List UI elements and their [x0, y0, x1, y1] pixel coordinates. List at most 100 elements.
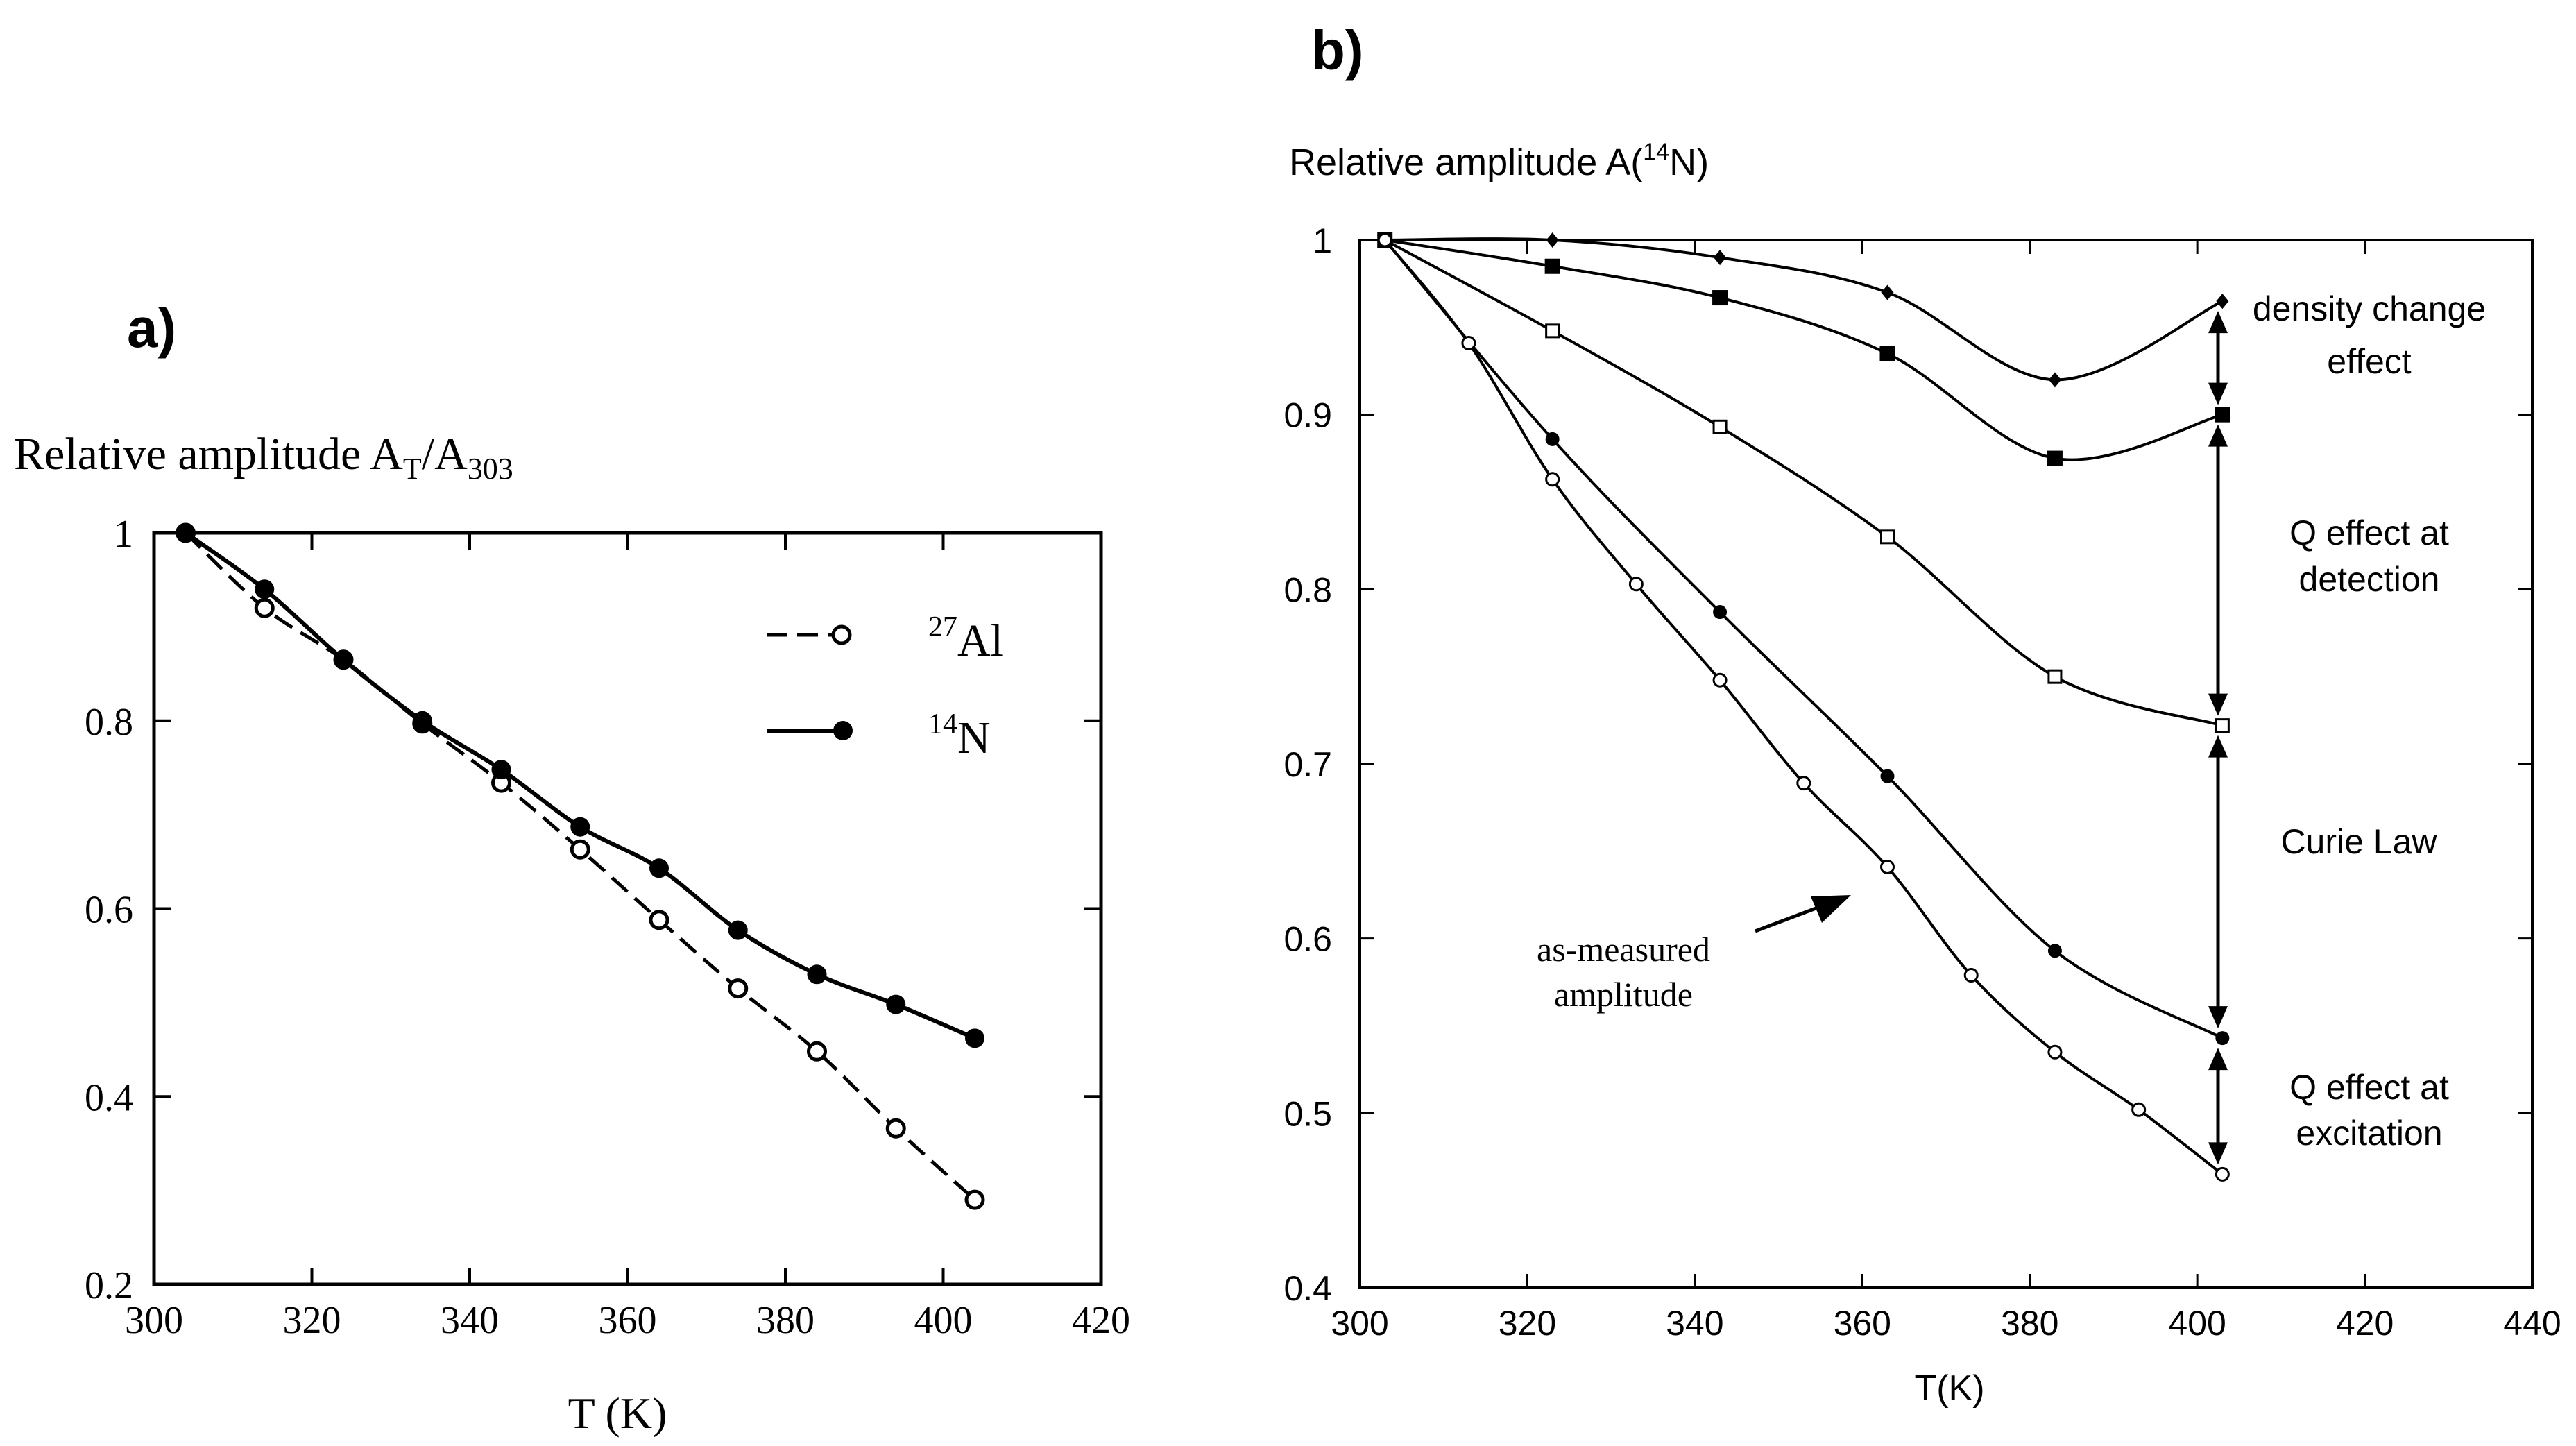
panel-a-point-14N	[728, 920, 748, 940]
annotation-density-change-line2: effect	[2327, 342, 2411, 381]
panel-b-point-filled-square	[1879, 346, 1895, 362]
effect-arrowhead-up	[2208, 735, 2228, 758]
panel-b-point-open-square	[2047, 669, 2063, 684]
panel-b-point-filled-square	[2215, 407, 2230, 423]
panel-b-xtick-label: 320	[1499, 1304, 1556, 1343]
panel-b-xtick-label: 420	[2336, 1304, 2394, 1343]
panel-a-ytick-label: 0.8	[85, 701, 133, 744]
panel-b-xtick-label: 440	[2503, 1304, 2561, 1343]
panel-b-curve	[1383, 239, 2224, 1039]
panel-a-point-14N	[570, 817, 590, 837]
panel-a-point-27Al	[807, 1041, 827, 1062]
panel-b-point-diamond	[1714, 250, 1727, 266]
panel-a-ytick-label: 0.6	[85, 889, 133, 932]
panel-a-point-14N	[255, 579, 275, 599]
panel-a-axes: 300 320 340 360 380 400 420 0.2 0.4 0.6 0.8 1	[85, 513, 1130, 1342]
panel-b-point-open-circle	[1545, 472, 1560, 487]
effect-arrowhead-up	[2208, 311, 2228, 334]
panel-a-point-14N	[334, 649, 353, 670]
panel-a-ylabel: Relative amplitude AT/A303	[14, 429, 513, 486]
panel-b-point-filled-square	[2047, 450, 2063, 466]
legend-27al-label: 27Al	[928, 611, 1003, 666]
panel-a-xtick-label: 300	[125, 1299, 183, 1342]
panel-a-xlabel: T (K)	[568, 1388, 667, 1438]
panel-b-ylabel: Relative amplitude A(14N)	[1289, 139, 1709, 183]
panel-a-label: a)	[127, 297, 176, 359]
as-measured-pointer-arrow	[1755, 905, 1818, 933]
panel-a-point-27Al	[728, 978, 749, 999]
annotation-as-measured-line2: amplitude	[1554, 975, 1693, 1014]
panel-a-point-14N	[965, 1028, 984, 1048]
panel-b-point-filled-circle	[1713, 605, 1728, 620]
panel-a-point-14N	[176, 523, 196, 543]
annotation-curie-law: Curie Law	[2280, 822, 2437, 861]
panel-b-point-filled-circle	[2047, 944, 2062, 958]
panel-a-point-14N	[412, 711, 432, 731]
panel-b-ytick-label: 1	[1313, 221, 1332, 260]
panel-a-line-27Al	[184, 531, 976, 1202]
panel-b-point-open-circle	[1796, 776, 1811, 791]
legend-27al-marker	[831, 624, 852, 645]
panel-a-series-lines	[184, 531, 976, 1202]
panel-b-point-open-square	[1880, 529, 1895, 545]
panel-b-ytick-label: 0.4	[1283, 1269, 1332, 1308]
panel-a-xtick-label: 320	[283, 1299, 341, 1342]
panel-b-point-open-circle	[2215, 1166, 2230, 1182]
panel-b-point-filled-square	[1544, 258, 1560, 274]
legend-14n-marker	[833, 721, 853, 740]
panel-a-ytick-label: 0.4	[85, 1076, 133, 1119]
panel-b-ytick-label: 0.8	[1283, 570, 1332, 609]
panel-b-point-open-square	[1545, 323, 1560, 339]
as-measured-pointer-arrowhead	[1811, 895, 1851, 923]
panel-a-series-markers	[176, 522, 985, 1210]
panel-b-xtick-label: 300	[1331, 1304, 1388, 1343]
panel-a-point-14N	[886, 994, 906, 1014]
annotation-density-change-line1: density change	[2253, 289, 2486, 328]
panel-b-point-open-circle	[1880, 859, 1895, 874]
panel-a-legend: 27Al 14N	[767, 611, 1003, 763]
panel-a-ytick-label: 1	[114, 513, 133, 556]
panel-a-point-14N	[807, 964, 827, 985]
panel-b-point-open-circle	[1712, 672, 1728, 688]
panel-b-point-filled-square	[1712, 290, 1728, 306]
panel-b-ytick-label: 0.6	[1283, 920, 1332, 959]
panel-b-point-open-circle	[2131, 1102, 2147, 1117]
panel-b-curve	[1384, 239, 2223, 461]
panel-b-point-diamond	[2216, 294, 2229, 309]
panel-a: a) Relative amplitude AT/A303 300 320 340 3…	[14, 297, 1130, 1438]
panel-a-point-27Al	[885, 1118, 906, 1139]
panel-b-point-filled-circle	[1880, 769, 1895, 783]
panel-a-ytick-label: 0.2	[85, 1264, 133, 1307]
panel-b-point-open-circle	[1963, 968, 1979, 983]
effect-arrowhead-down	[2208, 693, 2228, 716]
effect-arrowhead-up	[2208, 424, 2228, 447]
panel-b-point-filled-circle	[2215, 1031, 2230, 1046]
panel-a-xtick-label: 400	[914, 1299, 973, 1342]
annotation-q-excitation-line2: excitation	[2296, 1114, 2442, 1152]
panel-b-ytick-label: 0.5	[1283, 1094, 1332, 1133]
panel-b-curve	[1385, 237, 2224, 382]
panel-a-point-14N	[649, 858, 669, 878]
panel-b-point-diamond	[2048, 372, 2061, 388]
panel-b-xlabel: T(K)	[1914, 1368, 1984, 1409]
effect-arrowhead-up	[2208, 1048, 2228, 1071]
panel-a-xtick-label: 340	[441, 1299, 499, 1342]
panel-b-ytick-label: 0.7	[1283, 745, 1332, 784]
annotation-q-excitation-line1: Q effect at	[2289, 1068, 2449, 1107]
panel-b: b) Relative amplitude A(14N) 300 320 340 36…	[1283, 19, 2561, 1409]
annotation-as-measured-line1: as-measured	[1537, 930, 1710, 969]
panel-b-point-open-circle	[1628, 577, 1644, 592]
panel-b-axes: 300 320 340 360 380 400 420 440 0.4 0.5 0.6 0.7 0.8 0…	[1283, 221, 2561, 1343]
panel-b-curve	[1384, 239, 2223, 727]
panel-b-xtick-label: 400	[2168, 1304, 2226, 1343]
panel-b-xtick-label: 340	[1666, 1304, 1723, 1343]
panel-b-point-open-square	[1712, 419, 1728, 434]
effect-arrowhead-down	[2208, 1142, 2228, 1165]
panel-b-effect-arrows	[2208, 311, 2228, 1165]
panel-a-point-27Al	[649, 910, 669, 930]
panel-a-point-14N	[491, 760, 511, 780]
effect-arrowhead-down	[2208, 382, 2228, 405]
annotation-q-detection-line2: detection	[2299, 560, 2440, 599]
panel-b-point-open-circle	[2047, 1044, 2063, 1060]
panel-b-point-open-circle	[1461, 335, 1476, 350]
